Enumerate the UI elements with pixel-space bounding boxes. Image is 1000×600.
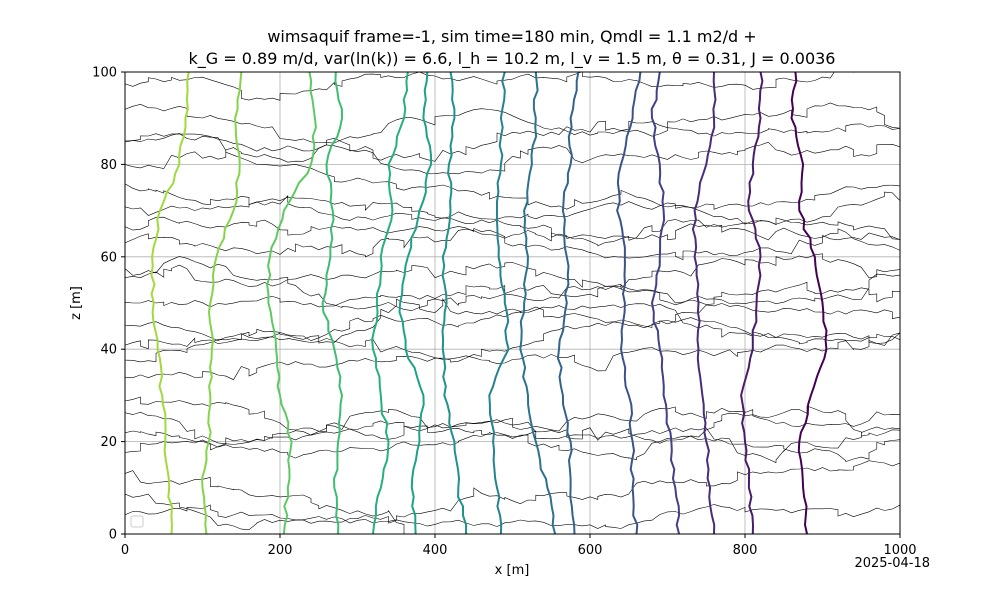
streamline xyxy=(125,256,900,311)
streamline xyxy=(125,303,900,381)
streamline xyxy=(125,396,900,444)
x-axis-label: x [m] xyxy=(495,563,530,578)
streamline xyxy=(125,426,900,464)
head-contours xyxy=(150,72,828,534)
streamline xyxy=(125,120,900,169)
chart-title-line2: k_G = 0.89 m/d, var(ln(k)) = 6.6, l_h = … xyxy=(189,49,836,69)
x-tick-label: 600 xyxy=(578,543,603,558)
head-contour-line xyxy=(740,72,764,534)
streamline xyxy=(125,216,900,261)
streamline xyxy=(125,504,900,529)
streamline xyxy=(125,191,900,258)
chart-title: wimsaquif frame=-1, sim time=180 min, Qm… xyxy=(189,27,836,69)
head-contour-line xyxy=(150,72,190,534)
date-stamp: 2025-04-18 xyxy=(854,556,930,571)
streamline xyxy=(125,133,900,175)
y-tick-label: 100 xyxy=(92,66,117,81)
streamline xyxy=(125,253,900,308)
head-contour-line xyxy=(650,72,681,534)
streamlines xyxy=(125,72,900,534)
head-contour-line xyxy=(616,72,642,534)
plot-area xyxy=(125,72,900,534)
head-contour-line xyxy=(441,72,468,534)
streamline xyxy=(125,102,900,144)
streamline xyxy=(125,406,900,451)
head-contour-line xyxy=(790,72,828,534)
x-axis: 0 200 400 600 800 1000 xyxy=(121,534,917,558)
head-contour-line xyxy=(556,72,580,534)
x-tick-label: 400 xyxy=(423,543,448,558)
y-axis-label: z [m] xyxy=(69,286,84,320)
y-tick-label: 20 xyxy=(100,435,117,450)
streamline xyxy=(125,319,900,372)
streamline xyxy=(125,470,407,534)
y-tick-label: 0 xyxy=(109,528,117,543)
streamline xyxy=(125,183,900,220)
x-tick-label: 200 xyxy=(268,543,293,558)
y-axis: 0 20 40 60 80 100 xyxy=(92,66,125,543)
head-contour-line xyxy=(691,72,717,534)
streamline xyxy=(125,297,900,350)
streamline xyxy=(125,72,854,101)
head-contour-line xyxy=(398,72,433,534)
head-contour-line xyxy=(488,72,510,534)
chart-title-line1: wimsaquif frame=-1, sim time=180 min, Qm… xyxy=(267,27,756,46)
head-contour-line xyxy=(321,72,343,534)
streamline xyxy=(125,131,900,240)
x-tick-label: 1000 xyxy=(883,543,916,558)
y-tick-label: 60 xyxy=(100,250,117,265)
streamline xyxy=(125,262,900,306)
head-contour-line xyxy=(266,72,317,534)
y-tick-label: 40 xyxy=(100,343,117,358)
x-tick-label: 0 xyxy=(121,543,129,558)
y-tick-label: 80 xyxy=(100,158,117,173)
streamline xyxy=(125,460,900,531)
streamline xyxy=(125,411,900,463)
head-contour-line xyxy=(201,72,243,534)
legend-marker xyxy=(130,515,144,528)
x-tick-label: 800 xyxy=(733,543,758,558)
head-contour-line xyxy=(371,72,409,534)
head-contour-line xyxy=(519,72,557,534)
plot-frame xyxy=(124,71,901,535)
